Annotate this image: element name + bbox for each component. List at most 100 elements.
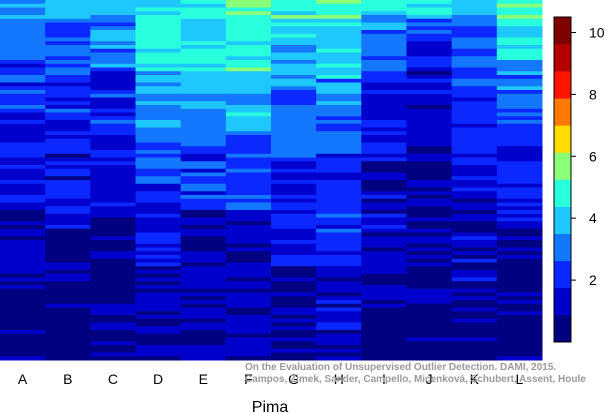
heatmap-cell [271, 345, 317, 350]
heatmap-cell [0, 221, 46, 226]
heatmap-cell [271, 108, 317, 113]
heatmap-cell [406, 18, 453, 23]
heatmap-cell [361, 0, 407, 5]
heatmap-cell [361, 352, 407, 357]
heatmap-cell [180, 26, 227, 31]
heatmap-cell [135, 11, 182, 16]
heatmap-cell [361, 337, 407, 342]
heatmap-cell [406, 292, 453, 297]
heatmap-cell [496, 82, 543, 87]
heatmap-cell [451, 281, 498, 286]
heatmap-cell [316, 78, 362, 83]
heatmap-cell [180, 240, 227, 245]
heatmap-cell [316, 172, 362, 177]
credit-line-1: On the Evaluation of Unsupervised Outlie… [245, 362, 556, 373]
heatmap-cell [225, 45, 272, 50]
heatmap-cell [451, 333, 498, 338]
heatmap-cell [361, 67, 407, 72]
heatmap-cell [0, 127, 46, 132]
heatmap-cell [45, 165, 91, 170]
heatmap-cell [135, 322, 182, 327]
heatmap-cell [316, 165, 362, 170]
heatmap-cell [135, 157, 182, 162]
heatmap-cell [496, 112, 543, 117]
heatmap-cell [496, 120, 543, 125]
heatmap-cell [135, 86, 182, 91]
heatmap-cell [45, 48, 91, 53]
heatmap-cell [225, 180, 272, 185]
heatmap-cell [361, 180, 407, 185]
heatmap-cell [135, 225, 182, 230]
heatmap-cell [90, 120, 136, 125]
heatmap-cell [496, 307, 543, 312]
heatmap-cell [451, 183, 498, 188]
heatmap-cell [316, 52, 362, 57]
heatmap-cell [225, 236, 272, 241]
heatmap-cell [271, 165, 317, 170]
heatmap-cell [0, 217, 46, 222]
heatmap-cell [406, 273, 453, 278]
heatmap-cell [135, 270, 182, 275]
heatmap-cell [496, 183, 543, 188]
heatmap-cell [451, 123, 498, 128]
heatmap-cell [316, 202, 362, 207]
heatmap-cell [45, 172, 91, 177]
heatmap-cell [406, 90, 453, 95]
heatmap-cell [271, 206, 317, 211]
heatmap-cell [451, 78, 498, 83]
heatmap-cell [180, 318, 227, 323]
heatmap-cell [135, 150, 182, 155]
heatmap-cell [361, 300, 407, 305]
heatmap-cell [225, 258, 272, 263]
heatmap-cell [180, 105, 227, 110]
heatmap-cell [271, 153, 317, 158]
heatmap-cell [90, 262, 136, 267]
heatmap-cell [361, 101, 407, 106]
heatmap-cell [451, 93, 498, 98]
heatmap-cell [90, 183, 136, 188]
heatmap-cell [180, 60, 227, 65]
heatmap-cell [180, 56, 227, 61]
heatmap-cell [271, 52, 317, 57]
heatmap-cell [0, 157, 46, 162]
heatmap-cell [271, 123, 317, 128]
heatmap-cell [135, 71, 182, 76]
heatmap-cell [451, 210, 498, 215]
heatmap-cell [316, 90, 362, 95]
heatmap-cell [271, 352, 317, 357]
heatmap-cell [225, 228, 272, 233]
heatmap-cell [271, 86, 317, 91]
heatmap-cell [496, 123, 543, 128]
heatmap-cell [0, 63, 46, 68]
heatmap-cell [316, 251, 362, 256]
heatmap-cell [135, 101, 182, 106]
heatmap-cell [316, 345, 362, 350]
heatmap-cell [135, 243, 182, 248]
heatmap-cell [316, 183, 362, 188]
heatmap-cell [271, 63, 317, 68]
heatmap-cell [180, 191, 227, 196]
heatmap-cell [225, 326, 272, 331]
heatmap-cell [496, 26, 543, 31]
heatmap-cell [451, 352, 498, 357]
heatmap-cell [0, 296, 46, 301]
colorbar-ticks: 2 4 6 8 10 [571, 24, 605, 288]
heatmap-cell [316, 195, 362, 200]
heatmap-cell [496, 262, 543, 267]
heatmap-cell [316, 356, 362, 361]
heatmap-cell [496, 116, 543, 121]
heatmap-cell [316, 341, 362, 346]
heatmap-cell [225, 330, 272, 335]
heatmap-cell [316, 228, 362, 233]
heatmap-cell [180, 101, 227, 106]
heatmap-cell [316, 123, 362, 128]
heatmap-cell [0, 86, 46, 91]
x-tick-label: K [470, 371, 480, 387]
heatmap-cell [90, 97, 136, 102]
heatmap-cell [45, 266, 91, 271]
heatmap-cell [225, 26, 272, 31]
heatmap-cell [180, 135, 227, 140]
heatmap-cell [0, 48, 46, 53]
heatmap-cell [271, 221, 317, 226]
heatmap-cell [406, 191, 453, 196]
